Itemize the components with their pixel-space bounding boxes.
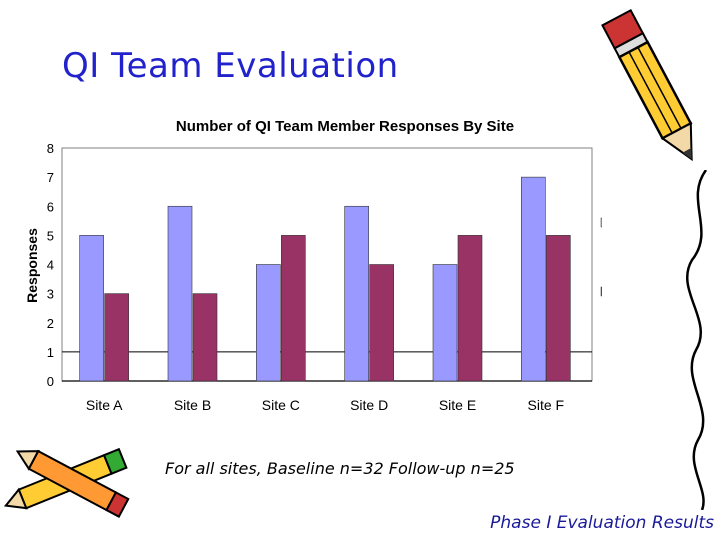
y-tick-label: 1 bbox=[47, 345, 54, 360]
x-tick-label: Site E bbox=[439, 397, 476, 413]
y-tick-label: 3 bbox=[47, 287, 54, 302]
chart-title: Number of QI Team Member Responses By Si… bbox=[176, 118, 514, 135]
bar-baseline-site-f bbox=[521, 176, 546, 382]
crossed-pencils-icon bbox=[3, 447, 130, 519]
y-tick-label: 7 bbox=[47, 170, 54, 185]
bar-followup-site-c bbox=[281, 235, 306, 382]
x-axis-ticks: Site A Site B Site C Site D Site E Site F bbox=[86, 397, 564, 413]
chart-svg: Number of QI Team Member Responses By Si… bbox=[24, 118, 602, 413]
bar-baseline-site-d bbox=[344, 205, 369, 382]
footer-text: Phase I Evaluation Results bbox=[490, 513, 714, 533]
bar-chart: Number of QI Team Member Responses By Si… bbox=[18, 108, 602, 420]
slide-title: QI Team Evaluation bbox=[62, 46, 399, 86]
bar-baseline-site-a bbox=[79, 235, 104, 382]
x-tick-label: Site D bbox=[350, 397, 388, 413]
legend: Baseline11/05Followup7/06-9/06 bbox=[600, 217, 602, 297]
x-tick-label: Site B bbox=[174, 397, 211, 413]
legend-swatch bbox=[600, 286, 602, 297]
y-tick-label: 8 bbox=[47, 141, 54, 156]
y-tick-label: 0 bbox=[47, 374, 54, 389]
bar-followup-site-b bbox=[192, 293, 218, 382]
y-tick-label: 2 bbox=[47, 316, 54, 331]
pencil-icon bbox=[601, 8, 693, 162]
y-axis-label: Responses bbox=[24, 228, 40, 303]
bar-followup-site-f bbox=[546, 235, 571, 382]
y-tick-label: 4 bbox=[47, 258, 54, 273]
bar-followup-site-d bbox=[369, 264, 394, 382]
legend-swatch bbox=[600, 217, 602, 228]
bar-baseline-site-c bbox=[256, 264, 281, 382]
bar-followup-site-a bbox=[104, 293, 129, 382]
baseline-lines bbox=[62, 351, 592, 382]
y-axis-ticks: 0 1 2 3 4 5 6 7 8 bbox=[47, 141, 54, 389]
bar-baseline-site-b bbox=[167, 205, 193, 382]
bar-followup-site-e bbox=[457, 235, 483, 382]
x-tick-label: Site F bbox=[528, 397, 565, 413]
y-tick-label: 6 bbox=[47, 199, 54, 214]
decorative-squiggle bbox=[685, 170, 708, 510]
sample-size-note: For all sites, Baseline n=32 Follow-up n… bbox=[165, 459, 515, 478]
x-tick-label: Site A bbox=[86, 397, 123, 413]
plot-area-frame bbox=[61, 147, 593, 382]
x-tick-label: Site C bbox=[262, 397, 300, 413]
y-tick-label: 5 bbox=[47, 228, 54, 243]
bars bbox=[79, 176, 571, 382]
bar-baseline-site-e bbox=[432, 264, 458, 382]
